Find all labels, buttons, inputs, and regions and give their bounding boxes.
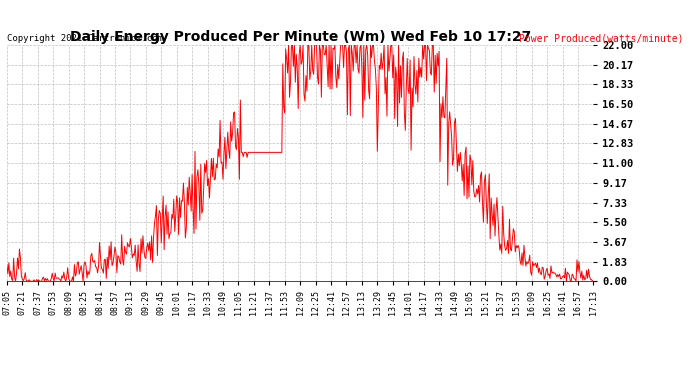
- Title: Daily Energy Produced Per Minute (Wm) Wed Feb 10 17:27: Daily Energy Produced Per Minute (Wm) We…: [70, 30, 531, 44]
- Text: Copyright 2021 Cartronics.com: Copyright 2021 Cartronics.com: [7, 34, 163, 43]
- Text: Power Produced(watts/minute): Power Produced(watts/minute): [519, 34, 683, 44]
